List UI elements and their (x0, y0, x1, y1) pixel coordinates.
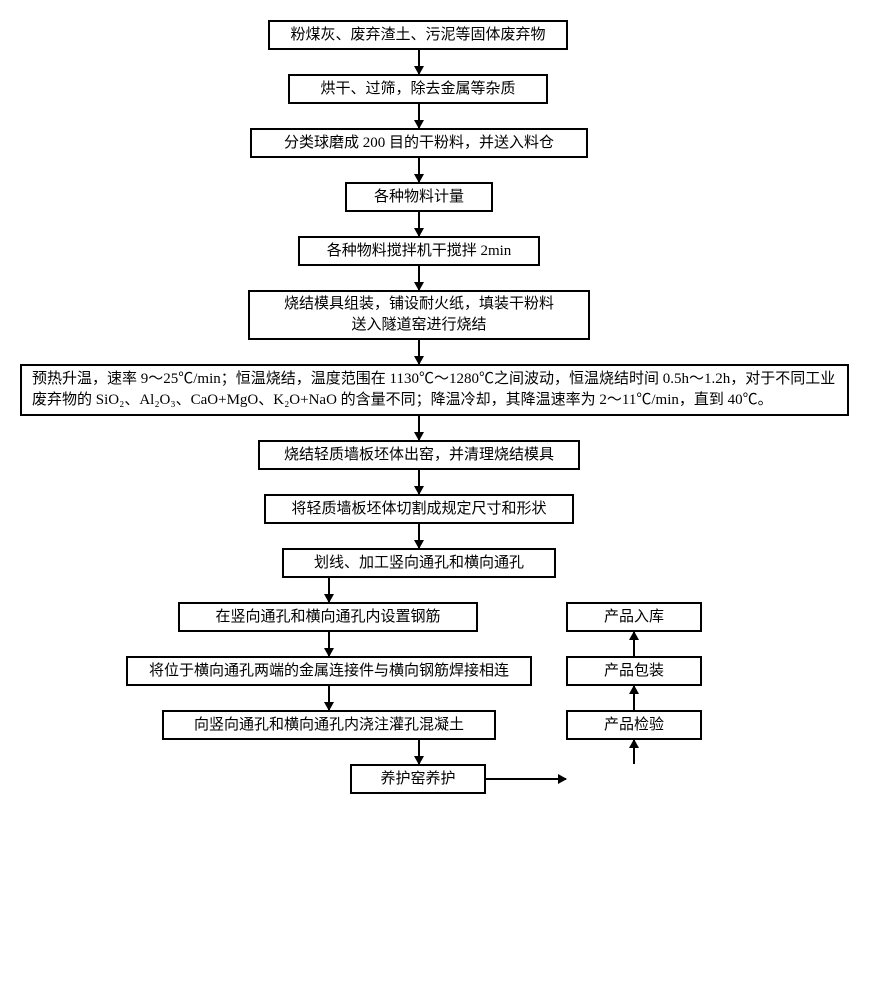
step-packaging: 产品包装 (566, 656, 702, 686)
step-unload-kiln: 烧结轻质墙板坯体出窑，并清理烧结模具 (258, 440, 580, 470)
arrow (418, 416, 420, 440)
arrow (328, 578, 330, 602)
step-dry-mix: 各种物料搅拌机干搅拌 2min (298, 236, 540, 266)
step-weigh: 各种物料计量 (345, 182, 493, 212)
arrow (418, 212, 420, 236)
step-rebar: 在竖向通孔和横向通孔内设置钢筋 (178, 602, 478, 632)
step-inspection: 产品检验 (566, 710, 702, 740)
arrow (418, 340, 420, 364)
arrow (328, 632, 330, 656)
arrow (328, 686, 330, 710)
step-mold-kiln: 烧结模具组装，铺设耐火纸，填装干粉料 送入隧道窑进行烧结 (248, 290, 590, 340)
step-grout: 向竖向通孔和横向通孔内浇注灌孔混凝土 (162, 710, 496, 740)
arrow (418, 50, 420, 74)
process-flowchart: 粉煤灰、废弃渣土、污泥等固体废弃物 烘干、过筛，除去金属等杂质 分类球磨成 20… (20, 20, 849, 980)
step-ball-mill: 分类球磨成 200 目的干粉料，并送入料仓 (250, 128, 588, 158)
step-drill: 划线、加工竖向通孔和横向通孔 (282, 548, 556, 578)
arrow (418, 524, 420, 548)
arrow (633, 686, 635, 710)
arrow (633, 740, 635, 764)
arrow (418, 266, 420, 290)
arrow (418, 158, 420, 182)
step-sintering-params: 预热升温，速率 9～25℃/min；恒温烧结，温度范围在 1130℃～1280℃… (20, 364, 849, 416)
arrow (418, 470, 420, 494)
step-raw-materials: 粉煤灰、废弃渣土、污泥等固体废弃物 (268, 20, 568, 50)
arrow (633, 632, 635, 656)
arrow (486, 778, 566, 780)
step-weld: 将位于横向通孔两端的金属连接件与横向钢筋焊接相连 (126, 656, 532, 686)
arrow (418, 740, 420, 764)
arrow (418, 104, 420, 128)
step-dry-sieve: 烘干、过筛，除去金属等杂质 (288, 74, 548, 104)
step-curing: 养护窑养护 (350, 764, 486, 794)
step-cut: 将轻质墙板坯体切割成规定尺寸和形状 (264, 494, 574, 524)
step-warehouse: 产品入库 (566, 602, 702, 632)
